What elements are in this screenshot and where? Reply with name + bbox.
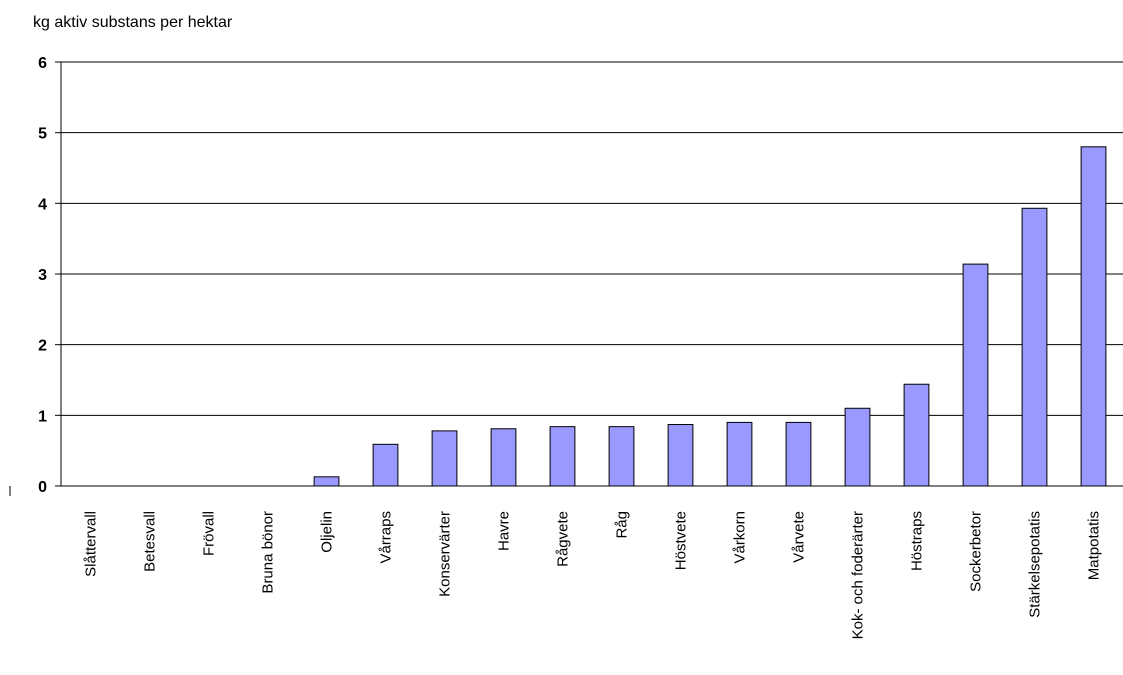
- gridlines: [61, 61, 1123, 416]
- x-tick-label: Matpotatis: [1086, 511, 1103, 580]
- bar: [903, 383, 930, 487]
- bar: [372, 443, 399, 487]
- y-axis-label: kg aktiv substans per hektar: [33, 14, 233, 31]
- x-tick-label: Kok- och foderärter: [850, 511, 867, 639]
- y-tick-labels: 0 1 2 3 4 5 6: [38, 55, 47, 496]
- x-tick-label: Konservärter: [437, 511, 454, 597]
- bar: [667, 424, 694, 487]
- x-tick-label: Råg: [614, 511, 631, 539]
- x-tick-label: Frövall: [201, 511, 218, 556]
- bar: [726, 421, 753, 487]
- x-tick-labels: Slåttervall Betesvall Frövall Bruna bönor Ol…: [83, 511, 1103, 639]
- bars: [313, 146, 1107, 487]
- y-tick-label: 6: [38, 55, 47, 72]
- x-tick-label: Rågvete: [555, 511, 572, 567]
- y-tick-label: 1: [38, 408, 47, 425]
- x-tick-label: Vårvete: [791, 511, 808, 563]
- bar: [313, 476, 340, 487]
- bar: [490, 428, 517, 487]
- x-tick-label: Vårkorn: [732, 511, 749, 564]
- y-tick-label: 0: [38, 479, 47, 496]
- y-tick-label: 2: [38, 338, 47, 355]
- y-tick-label: 4: [38, 196, 47, 213]
- bar: [608, 426, 635, 487]
- x-tick-label: Oljelin: [319, 511, 336, 553]
- bar: [844, 407, 871, 487]
- x-tick-label: Höstraps: [909, 511, 926, 571]
- y-tick-label: 3: [38, 267, 47, 284]
- bar: [549, 426, 576, 487]
- x-tick-label: Stärkelsepotatis: [1027, 511, 1044, 618]
- x-tick-label: Sockerbetor: [968, 511, 985, 592]
- x-tick-label: Betesvall: [142, 511, 159, 572]
- bar: [1080, 146, 1107, 487]
- x-tick-label: Slåttervall: [83, 511, 100, 577]
- axes: [9, 61, 1123, 496]
- bar: [785, 421, 812, 487]
- y-tick-label: 5: [38, 126, 47, 143]
- bar: [431, 430, 458, 487]
- x-tick-label: Havre: [496, 511, 513, 551]
- x-tick-label: Vårraps: [378, 511, 395, 564]
- bar: [1021, 207, 1048, 487]
- x-tick-label: Höstvete: [673, 511, 690, 570]
- x-tick-label: Bruna bönor: [260, 511, 277, 594]
- bar: [962, 263, 989, 487]
